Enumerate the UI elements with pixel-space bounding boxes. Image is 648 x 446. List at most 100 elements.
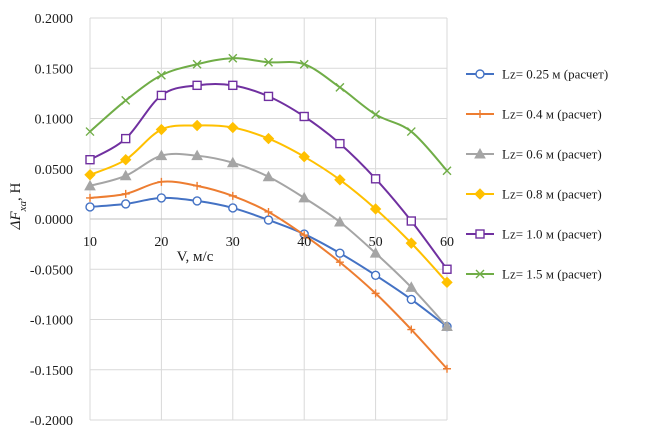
series [86,177,451,373]
data-point [192,196,202,206]
data-point [474,147,486,159]
data-point [370,270,381,280]
x-axis-tick-labels: 10 20 30 40 50 60 [83,235,454,250]
data-point [263,91,274,102]
y-axis-title-main: ΔF [8,211,24,231]
series [85,80,452,274]
x-tick-label: 60 [440,235,454,250]
data-point [156,193,167,203]
legend-label: Lz= 0.25 м (расчет) [502,67,608,82]
data-point [228,80,238,91]
data-point [262,170,275,182]
y-axis-tick-labels: 0.2000 0.1500 0.1000 0.0500 0.0000 -0.0500 -0.… [30,12,73,429]
data-point [369,247,382,258]
x-tick-label: 30 [226,235,240,250]
legend-item: Lz= 1.5 м (расчет) [466,267,602,282]
series [84,119,453,289]
legend-label: Lz= 0.8 м (расчет) [502,187,602,202]
chart-series-layer [84,53,453,373]
data-point [441,320,453,332]
data-point [300,231,309,240]
x-axis-title: V, м/с [177,249,214,265]
data-point [474,188,486,200]
data-point [475,229,485,239]
y-tick-label: 0.1000 [35,113,74,128]
data-point [369,203,382,215]
data-point [84,169,96,181]
data-point [119,169,132,181]
legend-item: Lz= 0.4 м (расчет) [466,107,602,122]
data-point [191,149,203,161]
data-point [334,215,346,227]
data-point [371,289,380,298]
data-point [298,191,311,203]
legend-item: Lz= 0.8 м (расчет) [466,187,602,202]
data-point [371,109,381,119]
legend-item: Lz= 0.6 м (расчет) [466,147,602,162]
y-tick-label: 0.2000 [35,12,74,27]
data-point [226,156,239,168]
data-point [85,155,95,165]
data-point [405,237,418,249]
data-point [119,153,132,166]
data-point [228,191,237,200]
y-axis-title-sub: xa [17,201,29,213]
data-point [441,276,453,289]
x-tick-label: 10 [83,235,97,250]
data-point [334,174,346,186]
data-point [155,149,168,161]
y-axis-title-unit: , Н [8,182,24,201]
data-point [405,281,418,292]
data-point [335,258,344,267]
data-point [86,193,94,202]
legend-item: Lz= 0.25 м (расчет) [466,67,608,82]
data-point [299,59,309,69]
legend-label: Lz= 0.6 м (расчет) [502,147,602,162]
data-point [406,127,416,137]
y-tick-label: -0.2000 [30,414,73,429]
data-point [155,123,168,136]
legend-label: Lz= 0.4 м (расчет) [502,107,602,122]
y-tick-label: 0.0000 [35,213,74,228]
x-tick-label: 20 [154,235,168,250]
chart-legend: Lz= 0.25 м (расчет) Lz= 0.4 м (расчет) Lz=… [466,67,608,282]
data-point [264,57,273,67]
data-point [442,264,452,274]
data-point [156,90,167,101]
data-point [407,325,416,334]
data-point [228,203,238,213]
x-tick-label: 40 [297,235,311,250]
data-point [443,364,451,373]
data-point [192,59,202,69]
y-tick-label: -0.1500 [30,364,73,379]
series-line [89,124,448,283]
legend-label: Lz= 1.5 м (расчет) [502,267,602,282]
data-point [85,127,95,137]
data-point [442,166,452,176]
data-point [228,53,238,63]
legend-label: Lz= 1.0 м (расчет) [502,227,602,242]
data-point [335,248,345,258]
data-point [335,138,345,149]
data-point [475,69,485,79]
data-point [121,189,130,198]
data-point [191,119,203,132]
data-point [84,179,96,191]
data-point [406,216,416,226]
series-line [89,57,448,172]
data-point [298,150,310,163]
data-point [85,202,95,212]
data-point [262,132,275,145]
data-point [227,121,239,134]
data-point [121,95,131,105]
data-point [264,207,273,216]
data-point [299,111,309,122]
y-axis-title: ΔFxa, Н [8,182,29,230]
x-tick-label: 50 [369,235,383,250]
data-point [476,110,484,118]
data-point [192,80,202,91]
series [85,53,452,176]
data-point [263,215,274,225]
y-tick-label: -0.1000 [30,314,73,329]
